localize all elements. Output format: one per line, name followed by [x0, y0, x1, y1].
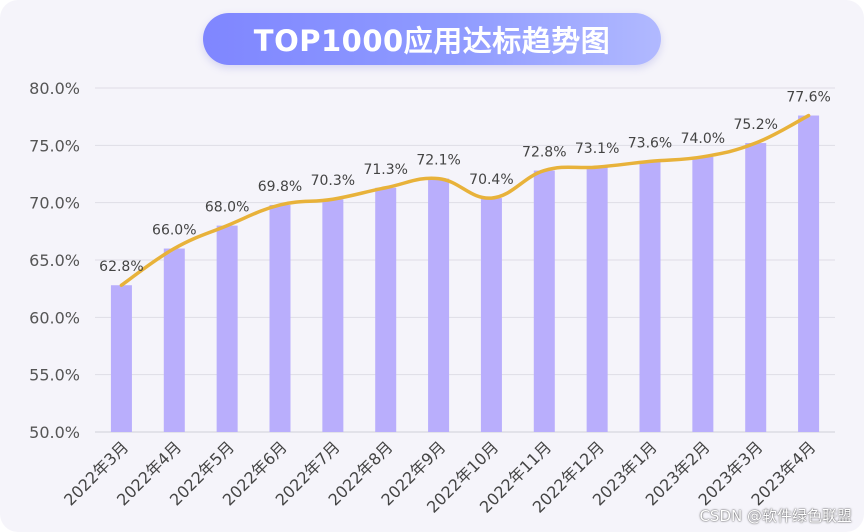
data-label: 68.0% [205, 200, 249, 216]
bar [163, 248, 185, 432]
data-label: 69.8% [258, 179, 302, 195]
data-label: 72.8% [522, 145, 566, 161]
bar [322, 199, 344, 432]
bar [586, 167, 608, 432]
data-label: 73.1% [575, 141, 619, 157]
watermark: CSDN @软件绿色联盟 [699, 507, 852, 525]
data-label: 70.3% [311, 173, 355, 189]
bar [798, 115, 820, 433]
bar [533, 170, 555, 432]
data-label: 75.2% [733, 117, 777, 133]
chart-title-banner: TOP1000应用达标趋势图 [203, 13, 661, 65]
bar [692, 156, 714, 433]
data-label: 66.0% [152, 223, 196, 239]
trend-line [119, 113, 811, 287]
data-label: 71.3% [363, 162, 407, 178]
bar [110, 285, 132, 432]
chart-title: TOP1000应用达标趋势图 [253, 24, 611, 58]
data-label: 62.8% [99, 259, 143, 275]
bar [269, 204, 291, 432]
bar [375, 187, 397, 432]
bar [216, 225, 238, 432]
y-tick-label: 65.0% [29, 251, 80, 270]
y-tick-label: 70.0% [29, 194, 80, 213]
y-tick-label: 60.0% [29, 308, 80, 327]
bar [639, 161, 661, 433]
y-tick-label: 75.0% [29, 136, 80, 155]
data-label: 73.6% [628, 135, 672, 151]
y-tick-label: 55.0% [29, 366, 80, 385]
bar [480, 198, 502, 432]
data-label: 77.6% [786, 90, 830, 106]
bar [745, 143, 767, 433]
data-label: 74.0% [681, 131, 725, 147]
y-tick-label: 50.0% [29, 423, 80, 442]
data-label: 70.4% [469, 172, 513, 188]
bar [428, 178, 450, 432]
data-label: 72.1% [416, 153, 460, 169]
y-tick-label: 80.0% [29, 79, 80, 98]
